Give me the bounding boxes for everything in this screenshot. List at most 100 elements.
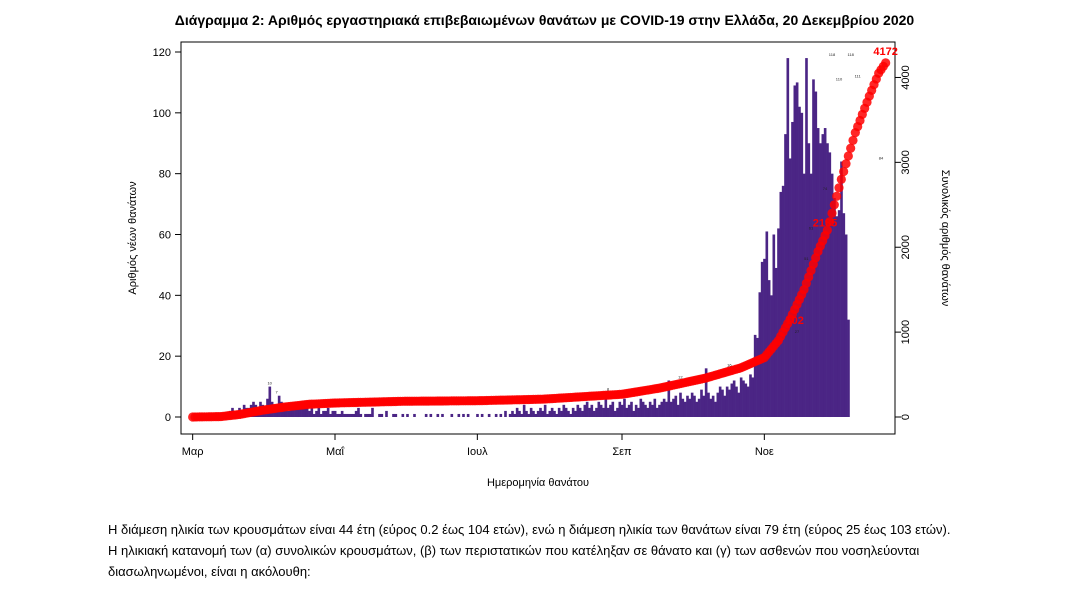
bar <box>583 404 587 417</box>
cumulative-points-layer <box>188 58 891 422</box>
bar <box>424 413 428 417</box>
bar <box>714 401 717 417</box>
bar <box>436 413 440 417</box>
bar <box>798 106 801 417</box>
bar <box>590 404 594 417</box>
bar <box>760 261 764 418</box>
bar <box>312 413 316 417</box>
bar <box>732 380 736 417</box>
bar <box>674 395 678 417</box>
bar <box>725 386 729 417</box>
bar <box>343 413 346 417</box>
bar <box>287 410 290 417</box>
bar <box>550 407 554 418</box>
bar <box>819 143 822 417</box>
x-axis: Μαρ Μαΐ Ιουλ Σεπ Νοε <box>182 434 774 458</box>
bar <box>805 58 808 417</box>
bar <box>707 392 710 417</box>
bar <box>581 410 584 417</box>
bar <box>735 386 738 417</box>
x-tick-label: Σεπ <box>612 446 632 458</box>
bar <box>613 410 617 417</box>
bar <box>788 158 792 417</box>
bar <box>543 404 547 417</box>
bar <box>809 173 813 417</box>
bar <box>532 410 535 417</box>
bar-value-label: 61 <box>809 225 814 230</box>
chart-title: Διάγραμμα 2: Αριθμός εργαστηριακά επιβεβ… <box>174 12 915 28</box>
bar <box>385 410 388 417</box>
bar <box>333 410 337 417</box>
bar <box>298 404 302 417</box>
bar <box>364 413 367 417</box>
y-tick-label: 80 <box>159 169 171 181</box>
bar <box>553 410 556 417</box>
bar <box>326 407 330 418</box>
bar <box>378 413 381 417</box>
bar <box>457 413 461 417</box>
bar <box>746 386 750 417</box>
bar <box>667 380 671 417</box>
bar <box>599 404 603 417</box>
bar <box>821 134 825 418</box>
bar <box>308 410 311 417</box>
bar <box>842 213 846 417</box>
bar-value-label: 27 <box>795 329 800 334</box>
bar <box>518 410 521 417</box>
bar <box>592 410 596 417</box>
bar <box>315 410 318 417</box>
bar <box>569 413 573 417</box>
bar <box>718 386 722 417</box>
bar <box>371 407 374 418</box>
y-axis-left: 0 20 40 60 80 100 120 <box>153 47 181 424</box>
bar <box>466 413 470 417</box>
bar-value-label: 118 <box>829 52 836 57</box>
bar <box>359 413 363 417</box>
y2-tick-label: 2000 <box>900 235 912 259</box>
bar <box>830 173 834 417</box>
bar <box>324 410 328 417</box>
y-axis-right: 0 1000 2000 3000 4000 <box>895 65 912 420</box>
bar <box>354 410 358 417</box>
cumulative-point <box>832 191 842 201</box>
y2-tick-label: 3000 <box>900 150 912 174</box>
bar-value-label: 118 <box>847 52 854 57</box>
bar <box>585 401 589 417</box>
bar <box>763 258 766 417</box>
bar <box>588 407 591 418</box>
bar <box>522 404 526 417</box>
bar <box>336 413 339 417</box>
bar <box>655 407 659 418</box>
bar <box>823 128 827 418</box>
bar <box>637 407 640 418</box>
bar <box>683 401 687 417</box>
bar <box>709 398 713 417</box>
bar <box>791 121 794 418</box>
bar <box>268 386 272 417</box>
bar <box>753 334 757 418</box>
cumulative-point <box>846 143 856 153</box>
bar <box>366 413 370 417</box>
bar <box>641 401 645 417</box>
bar-value-label: 8 <box>607 387 610 392</box>
bar <box>462 413 465 417</box>
bar <box>305 407 309 418</box>
caption-line-2: Η ηλικιακή κατανομή των (α) συνολικών κρ… <box>108 543 920 579</box>
bar <box>653 398 657 417</box>
bar <box>611 401 615 417</box>
bar <box>539 407 542 418</box>
bar <box>394 413 398 417</box>
cumulative-point <box>836 174 846 184</box>
cumulative-value-label: 2185 <box>813 217 837 229</box>
y-tick-label: 0 <box>165 412 171 424</box>
bar <box>644 404 647 417</box>
bar <box>837 210 841 417</box>
cumulative-value-label: 102 <box>785 315 803 327</box>
bar <box>392 413 395 417</box>
cumulative-point <box>827 208 837 218</box>
bar-labels-layer: 10 7 8 12 16 27 51 61 74 118 110 118 111 84 <box>267 52 884 395</box>
bar <box>296 407 300 418</box>
bar <box>651 404 654 417</box>
bar <box>527 413 531 417</box>
bar <box>770 295 773 417</box>
